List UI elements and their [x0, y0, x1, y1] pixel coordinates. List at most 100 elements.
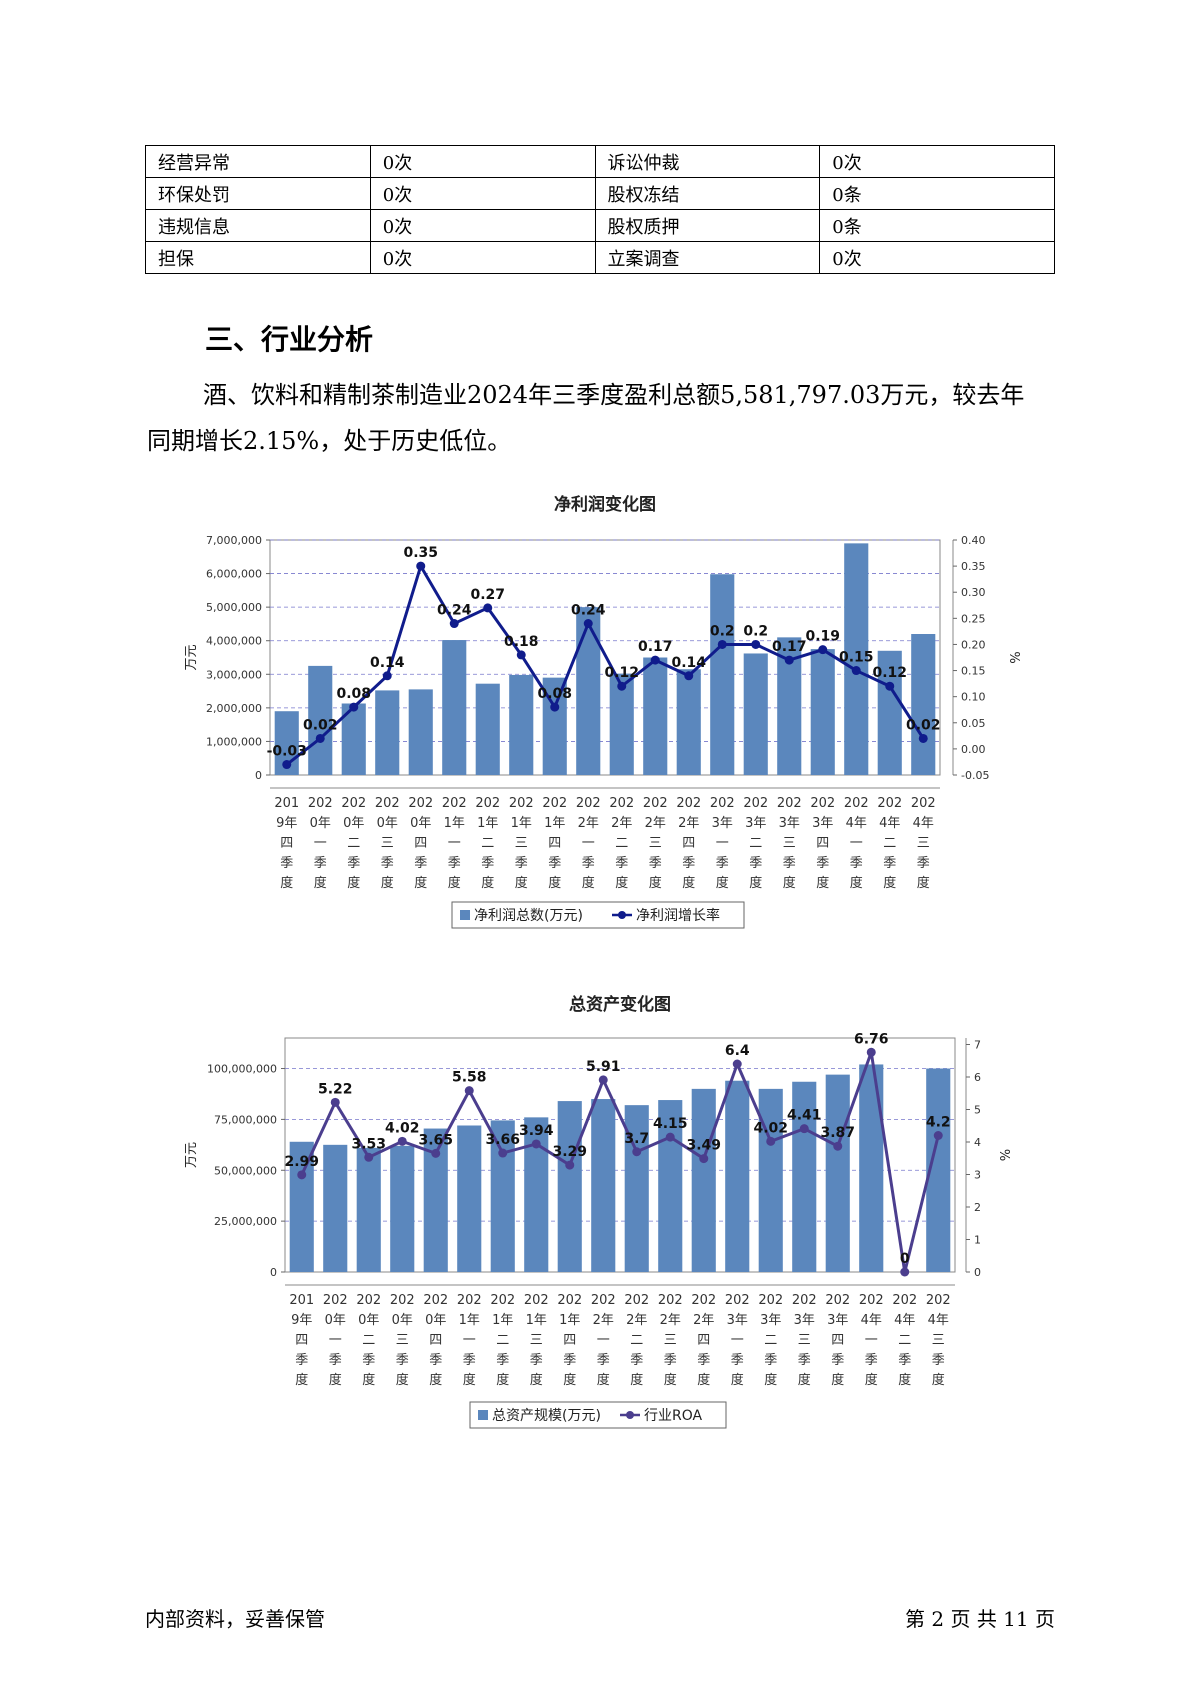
x-tick-label: 202 1年三季度 — [524, 1293, 549, 1388]
data-label: 0.02 — [303, 717, 338, 733]
legend: 净利润总数(万元) 净利润增长率 — [451, 901, 745, 929]
bar — [457, 1125, 482, 1272]
table-value-cell: 0次 — [369, 145, 596, 178]
data-label: 3.66 — [485, 1132, 520, 1148]
bar — [658, 1100, 683, 1272]
data-label: -0.03 — [267, 744, 307, 760]
line-point — [483, 603, 493, 613]
bar — [591, 1099, 616, 1272]
y2-tick-label: 0.40 — [961, 534, 986, 547]
line-point — [699, 1154, 709, 1164]
data-label: 6.4 — [725, 1043, 750, 1059]
data-label: 0.24 — [437, 603, 472, 619]
line-point — [751, 639, 761, 649]
bar — [442, 640, 467, 775]
bar — [643, 657, 668, 775]
table-value-cell: 0次 — [369, 209, 596, 242]
data-label: 5.91 — [586, 1059, 621, 1075]
data-label: 3.65 — [418, 1132, 453, 1148]
data-label: 3.87 — [820, 1125, 855, 1141]
data-label: 3.29 — [552, 1144, 587, 1160]
x-tick-label: 202 0年三季度 — [390, 1293, 415, 1388]
line-point — [833, 1141, 843, 1151]
x-tick-label: 202 2年四季度 — [676, 796, 701, 891]
net-profit-chart: 净利润变化图 0 1,000,000 2,000,000 3,000,000 4,000,… — [184, 494, 1021, 929]
line-point — [598, 1075, 608, 1085]
legend-bar-swatch — [460, 910, 470, 920]
x-tick-label: 202 3年二季度 — [758, 1293, 783, 1388]
data-label: 0.14 — [370, 655, 405, 671]
y2-tick-label: 5 — [974, 1104, 981, 1117]
y2-tick-label: 7 — [974, 1039, 981, 1052]
bar — [877, 650, 902, 775]
y-tick-label: 2,000,000 — [206, 702, 262, 715]
y-tick-label: 7,000,000 — [206, 534, 262, 547]
risk-info-table: 经营异常 0次 诉讼仲裁 0次 环保处罚 0次 股权冻结 0条 违规信息 0次 股权质押 0条 担保 0次… — [145, 145, 1055, 274]
data-label: 0.02 — [906, 717, 941, 733]
table-label-cell: 经营异常 — [145, 145, 371, 178]
bar — [289, 1141, 314, 1272]
y2-tick-label: 0.05 — [961, 717, 986, 730]
data-label: 4.02 — [753, 1120, 788, 1136]
table-label-cell: 股权冻结 — [594, 177, 821, 210]
table-label-cell: 担保 — [145, 241, 371, 274]
y-tick-label: 3,000,000 — [206, 668, 262, 681]
y2-axis-label: % — [996, 1149, 1011, 1161]
legend-line-label: 行业ROA — [644, 1408, 703, 1424]
x-tick-label: 202 2年二季度 — [624, 1293, 649, 1388]
x-tick-label: 202 3年一季度 — [725, 1293, 750, 1388]
y2-tick-label: 3 — [974, 1169, 981, 1182]
bar — [676, 669, 701, 775]
data-label: 0 — [900, 1251, 910, 1267]
bar — [475, 683, 500, 775]
x-tick-label: 202 2年三季度 — [658, 1293, 683, 1388]
bar — [844, 543, 869, 775]
line-point — [885, 681, 895, 691]
table-value-cell: 0条 — [819, 209, 1055, 242]
data-label: 0.17 — [772, 639, 807, 655]
line-point — [382, 671, 392, 681]
x-tick-label: 202 0年一季度 — [308, 796, 333, 891]
y-tick-label: 4,000,000 — [206, 635, 262, 648]
bar — [375, 690, 400, 775]
y2-tick-label: 0.35 — [961, 560, 986, 573]
data-label: 0.2 — [743, 623, 768, 639]
table-label-cell: 诉讼仲裁 — [594, 145, 821, 178]
bar — [725, 1080, 750, 1272]
table-row: 违规信息 0次 股权质押 0条 — [145, 209, 1055, 242]
y-tick-label: 0 — [270, 1266, 277, 1279]
x-tick-label: 201 9年四季度 — [274, 796, 299, 891]
line-point — [315, 733, 325, 743]
y2-tick-label: 0.25 — [961, 612, 986, 625]
bar — [356, 1147, 381, 1272]
y2-tick-label: 4 — [974, 1136, 981, 1149]
bar — [859, 1064, 884, 1272]
legend-bar-label: 净利润总数(万元) — [474, 908, 583, 924]
y-tick-label: 1,000,000 — [206, 735, 262, 748]
line-point — [617, 681, 627, 691]
data-label: 0.35 — [403, 545, 438, 561]
x-tick-label: 202 4年一季度 — [859, 1293, 884, 1388]
y2-tick-label: 0.30 — [961, 586, 986, 599]
table-row: 担保 0次 立案调查 0次 — [145, 241, 1055, 274]
data-label: 0.27 — [470, 587, 505, 603]
x-tick-label: 202 3年四季度 — [810, 796, 835, 891]
footer-confidential-note: 内部资料，妥善保管 — [145, 1607, 325, 1631]
line-point — [918, 733, 928, 743]
line-point — [330, 1097, 340, 1107]
x-tick-label: 202 1年三季度 — [509, 796, 534, 891]
table-label-cell: 环保处罚 — [145, 177, 371, 210]
data-label: 0.15 — [839, 650, 874, 666]
y-axis-label: 万元 — [184, 644, 199, 670]
x-tick-label: 202 1年一季度 — [442, 796, 467, 891]
table-label-cell: 股权质押 — [594, 209, 821, 242]
bar — [323, 1144, 348, 1272]
table-value-cell: 0次 — [819, 145, 1055, 178]
y-tick-label: 5,000,000 — [206, 601, 262, 614]
bar — [691, 1088, 716, 1272]
y2-tick-label: 2 — [974, 1201, 981, 1214]
y2-tick-label: 0 — [974, 1266, 981, 1279]
data-label: 0.12 — [604, 665, 639, 681]
data-label: 4.02 — [385, 1120, 420, 1136]
table-row: 经营异常 0次 诉讼仲裁 0次 — [145, 145, 1055, 178]
